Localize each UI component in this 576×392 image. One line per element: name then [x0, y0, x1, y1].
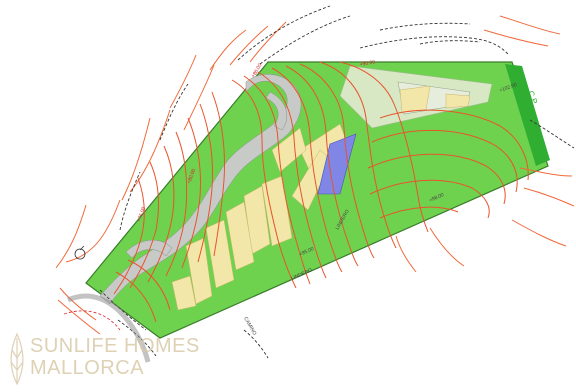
east-tag-label: C.P: [526, 90, 539, 106]
access-road: [63, 293, 151, 363]
terraces: [171, 85, 471, 311]
elevation-label-1: +102.00: [499, 82, 518, 94]
road-label: CAMINO: [242, 316, 257, 336]
elevation-label-3: +95.00: [298, 246, 315, 258]
elevation-label-4: +90.00: [359, 59, 375, 68]
pool: [317, 133, 357, 195]
east-boundary-strip: [505, 64, 550, 166]
watermark: SUNLIFE HOMES MALLORCA: [4, 330, 204, 390]
survey-lines: [99, 5, 575, 359]
watermark-line-1: SUNLIFE HOMES: [30, 335, 200, 357]
leaf-icon: [10, 332, 24, 386]
north-arrow-icon: [74, 245, 86, 260]
watermark-line-2: MALLORCA: [30, 357, 145, 379]
contour-lines-plot: [113, 61, 529, 323]
elevation-label-6: +80.00: [186, 168, 197, 185]
contour-lines-west: [55, 21, 287, 335]
contour-lines-east: [395, 15, 575, 273]
elevation-label-7: +76.00: [136, 206, 147, 223]
elevation-label-2: +98.00: [428, 192, 445, 204]
